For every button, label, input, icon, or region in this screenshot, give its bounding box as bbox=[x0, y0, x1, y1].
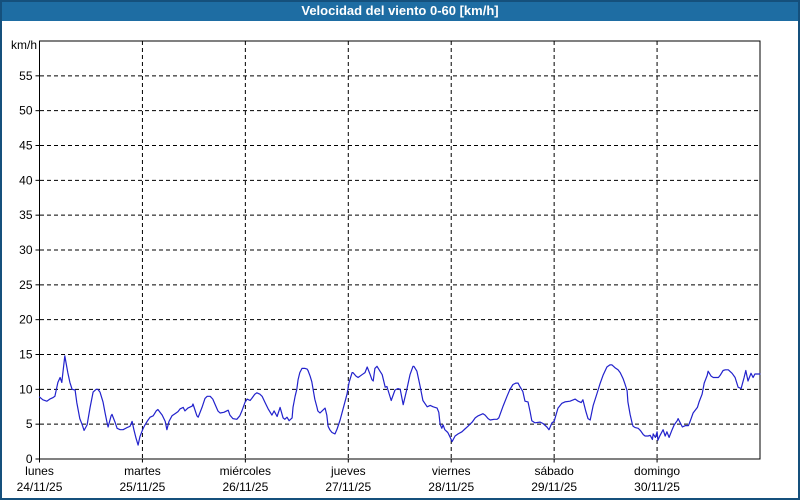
day-label: viernes bbox=[432, 464, 471, 478]
x-axis-labels: lunes 24/11/25 martes 25/11/25 miércoles 26/1… bbox=[17, 464, 681, 494]
plot-border bbox=[39, 40, 761, 460]
y-tick-label: 0 bbox=[26, 452, 33, 466]
y-tick-label: 55 bbox=[19, 69, 33, 83]
axis-ticks bbox=[35, 75, 658, 463]
date-label: 29/11/25 bbox=[531, 480, 577, 494]
date-label: 30/11/25 bbox=[634, 480, 680, 494]
date-label: 27/11/25 bbox=[325, 480, 371, 494]
chart-title-bar: Velocidad del viento 0-60 [km/h] bbox=[2, 2, 798, 21]
day-label: jueves bbox=[330, 464, 366, 478]
y-unit-label: km/h bbox=[11, 38, 37, 52]
day-label: sábado bbox=[534, 464, 574, 478]
y-tick-label: 10 bbox=[19, 382, 33, 396]
date-label: 26/11/25 bbox=[222, 480, 268, 494]
gridlines bbox=[40, 41, 760, 459]
y-tick-label: 25 bbox=[19, 278, 33, 292]
chart-title: Velocidad del viento 0-60 [km/h] bbox=[301, 3, 499, 18]
day-label: domingo bbox=[634, 464, 680, 478]
day-label: martes bbox=[124, 464, 161, 478]
y-axis-labels: 0 5 10 15 20 25 30 35 40 45 50 55 bbox=[19, 69, 33, 466]
y-tick-label: 50 bbox=[19, 104, 33, 118]
y-tick-label: 45 bbox=[19, 139, 33, 153]
wind-speed-line bbox=[38, 355, 761, 446]
y-tick-label: 15 bbox=[19, 348, 33, 362]
y-tick-label: 30 bbox=[19, 243, 33, 257]
date-label: 24/11/25 bbox=[17, 480, 63, 494]
date-label: 28/11/25 bbox=[428, 480, 474, 494]
y-tick-label: 35 bbox=[19, 208, 33, 222]
date-label: 25/11/25 bbox=[120, 480, 166, 494]
day-label: miércoles bbox=[220, 464, 271, 478]
y-tick-label: 5 bbox=[26, 417, 33, 431]
day-label: lunes bbox=[25, 464, 54, 478]
y-tick-label: 40 bbox=[19, 173, 33, 187]
y-tick-label: 20 bbox=[19, 313, 33, 327]
